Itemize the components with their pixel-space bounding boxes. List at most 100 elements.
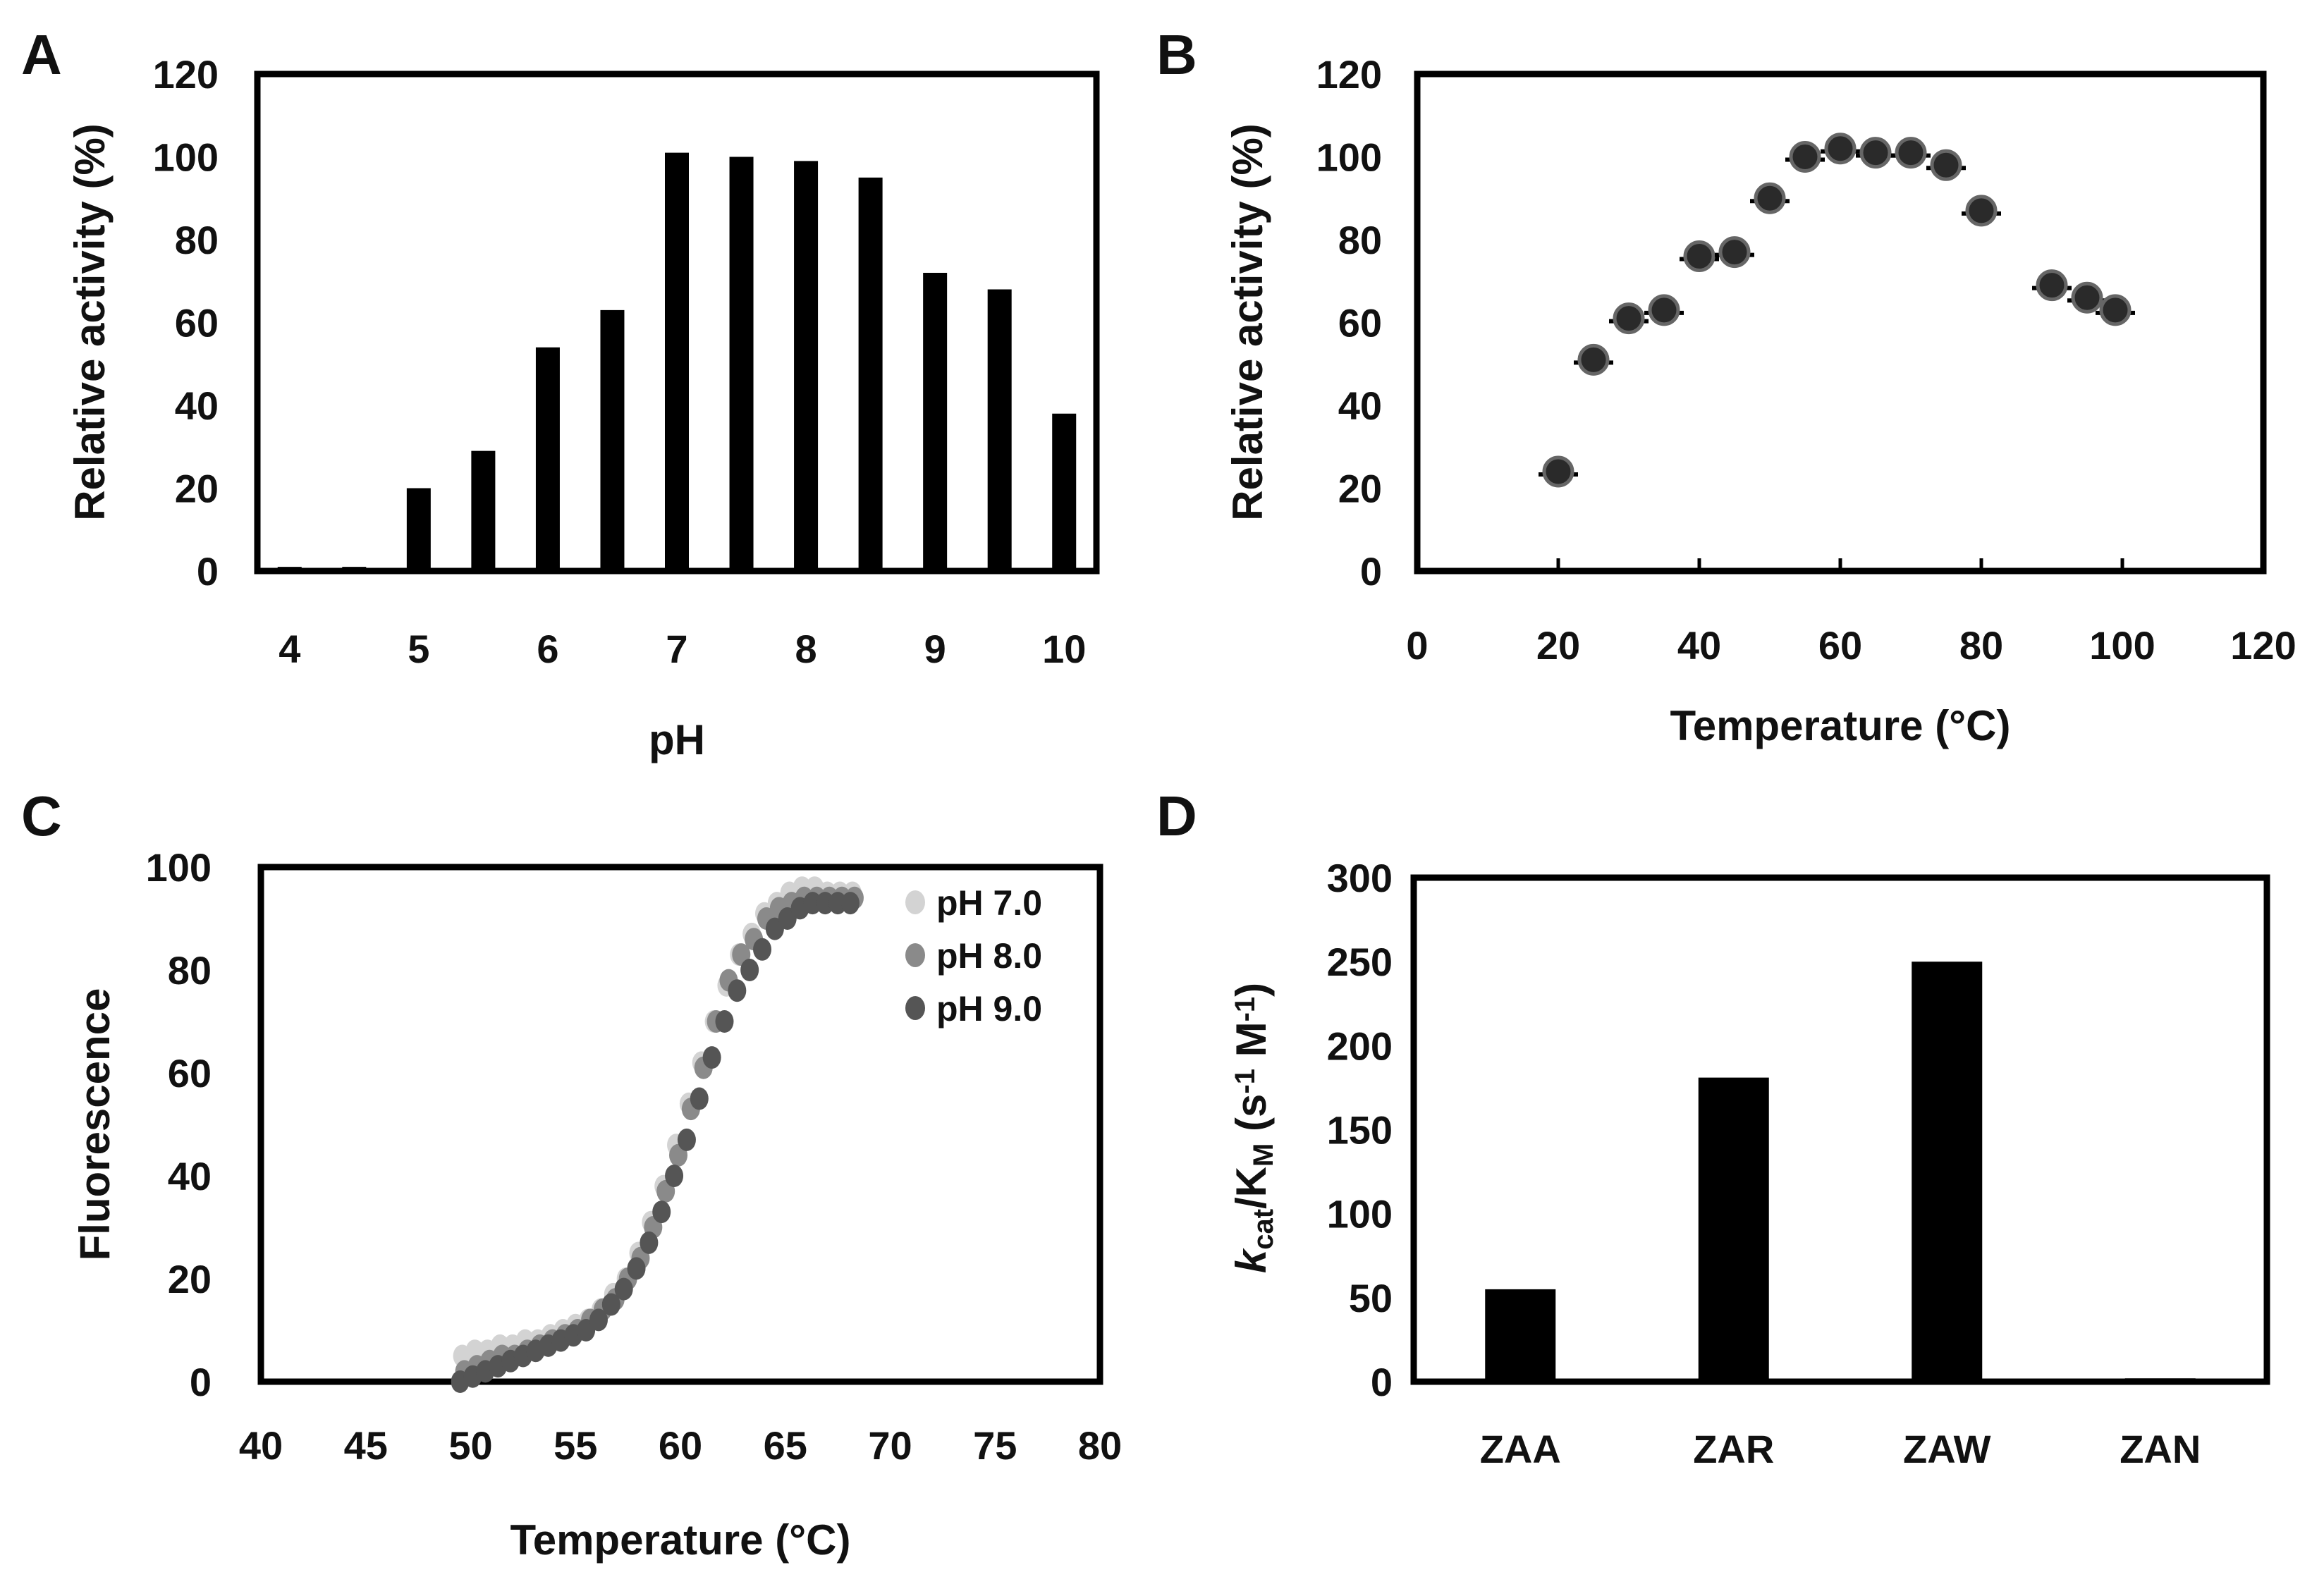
point-series-3 <box>753 938 772 961</box>
y-tick-label: 80 <box>168 948 212 993</box>
x-tick-label: 45 <box>344 1423 388 1468</box>
x-axis-label-b: Temperature (°C) <box>1670 702 2011 749</box>
point-series-3 <box>652 1201 671 1224</box>
point-series-3 <box>601 1293 620 1316</box>
bar-ph-8.5 <box>858 177 883 571</box>
panel-c: C 0 20 40 60 80 100 40 45 50 55 60 65 70 75 80 pH 7.0 p… <box>21 785 1122 1564</box>
bar-ph-7 <box>665 152 689 571</box>
y-tick-label: 60 <box>1338 301 1382 345</box>
data-point-60c <box>1824 133 1857 165</box>
plot-frame-d <box>1410 874 2270 1385</box>
x-tick-label: 70 <box>868 1423 912 1468</box>
x-tick-label: 50 <box>448 1423 492 1468</box>
bar-zaa <box>1485 1289 1556 1382</box>
y-tick-label: 60 <box>175 301 219 345</box>
bar-ph-5.5 <box>471 450 496 571</box>
bar-ph-9.5 <box>987 289 1012 571</box>
x-tick-label: 75 <box>973 1423 1017 1468</box>
data-point-70c <box>1895 137 1927 169</box>
point-series-3 <box>614 1277 633 1301</box>
panel-letter-c: C <box>21 785 62 847</box>
point-series-3 <box>627 1257 646 1280</box>
x-tick-label: 6 <box>537 627 558 671</box>
x-tick-label: 40 <box>1677 623 1721 668</box>
y-tick-label: 80 <box>175 218 219 262</box>
x-tick-label: ZAN <box>2120 1427 2201 1471</box>
y-tick-label: 20 <box>1338 467 1382 511</box>
y-tick-label: 0 <box>197 549 219 594</box>
data-point-20c <box>1542 455 1574 488</box>
data-point-55c <box>1789 141 1821 173</box>
panel-letter-a: A <box>21 23 62 86</box>
data-point-50c <box>1754 182 1786 214</box>
y-tick-label: 40 <box>175 383 219 428</box>
y-tick-label: 100 <box>153 135 219 180</box>
data-point-80c <box>1965 195 1998 227</box>
bar-ph-8 <box>794 161 819 571</box>
legend-marker <box>905 943 925 967</box>
y-label-part: -1 <box>1230 1069 1261 1094</box>
y-label-part: /K <box>1228 1167 1275 1209</box>
y-label-part: (s <box>1228 1094 1275 1143</box>
y-tick-label: 300 <box>1327 856 1393 900</box>
x-tick-label: 65 <box>764 1423 807 1468</box>
x-tick-label: ZAW <box>1903 1427 1991 1471</box>
data-point-35c <box>1648 294 1680 326</box>
bar-ph-6.5 <box>600 309 625 571</box>
x-tick-label: ZAR <box>1693 1427 1774 1471</box>
data-point-65c <box>1859 137 1892 169</box>
y-label-part: ) <box>1228 983 1275 997</box>
data-point-25c <box>1577 343 1610 376</box>
bar-ph-10 <box>1052 413 1077 571</box>
x-tick-label: 20 <box>1536 623 1580 668</box>
x-tick-label: 100 <box>2089 623 2155 668</box>
point-series-3 <box>677 1128 696 1151</box>
data-point-30c <box>1613 302 1645 335</box>
x-tick-label: 60 <box>1818 623 1862 668</box>
point-series-3 <box>728 979 747 1002</box>
point-series-3 <box>589 1308 608 1332</box>
plot-frame-a <box>254 70 1100 575</box>
y-tick-label: 150 <box>1327 1108 1393 1153</box>
y-axis-label-d: kcat/KM (s-1 M-1) <box>1228 983 1279 1273</box>
y-tick-label: 100 <box>1327 1192 1393 1236</box>
point-series-3 <box>690 1087 709 1110</box>
data-point-75c <box>1930 149 1962 181</box>
y-label-part: k <box>1228 1248 1275 1273</box>
panel-b: B 0 20 40 60 80 100 120 0 20 40 60 80 100 120 Tempera… <box>1156 23 2297 749</box>
bar-ph-6 <box>535 347 560 571</box>
y-tick-label: 0 <box>1371 1360 1393 1404</box>
point-series-3 <box>816 892 835 915</box>
point-series-3 <box>803 892 822 915</box>
point-series-3 <box>665 1165 684 1187</box>
y-tick-label: 0 <box>1360 549 1382 594</box>
x-tick-label: 80 <box>1959 623 2003 668</box>
y-tick-label: 40 <box>1338 383 1382 428</box>
x-tick-label: 10 <box>1042 627 1086 671</box>
legend-label: pH 7.0 <box>936 883 1042 923</box>
y-tick-label: 120 <box>1316 52 1382 97</box>
x-tick-label: ZAA <box>1480 1427 1561 1471</box>
point-series-3 <box>840 892 860 915</box>
y-label-part: cat <box>1248 1209 1279 1250</box>
data-point-90c <box>2036 269 2068 302</box>
panel-a: A 0 20 40 60 80 100 120 4 5 6 7 8 9 10 pH Relative ac… <box>21 23 1100 763</box>
bar-ph-7.5 <box>729 156 754 571</box>
legend-marker <box>905 996 925 1020</box>
data-point-95c <box>2071 281 2103 314</box>
bar-ph-5 <box>406 488 431 571</box>
x-tick-label: 4 <box>279 627 300 671</box>
y-tick-label: 40 <box>168 1154 212 1198</box>
legend-label: pH 8.0 <box>936 936 1042 976</box>
point-series-3 <box>715 1010 734 1033</box>
bar-ph-9 <box>923 273 948 571</box>
y-tick-label: 20 <box>175 467 219 511</box>
y-axis-label-b: Relative activity (%) <box>1224 123 1271 521</box>
point-series-3 <box>640 1231 659 1254</box>
y-tick-label: 60 <box>168 1051 212 1095</box>
x-axis-label-c: Temperature (°C) <box>510 1516 851 1564</box>
data-point-40c <box>1683 240 1716 272</box>
panel-letter-d: D <box>1156 785 1197 847</box>
